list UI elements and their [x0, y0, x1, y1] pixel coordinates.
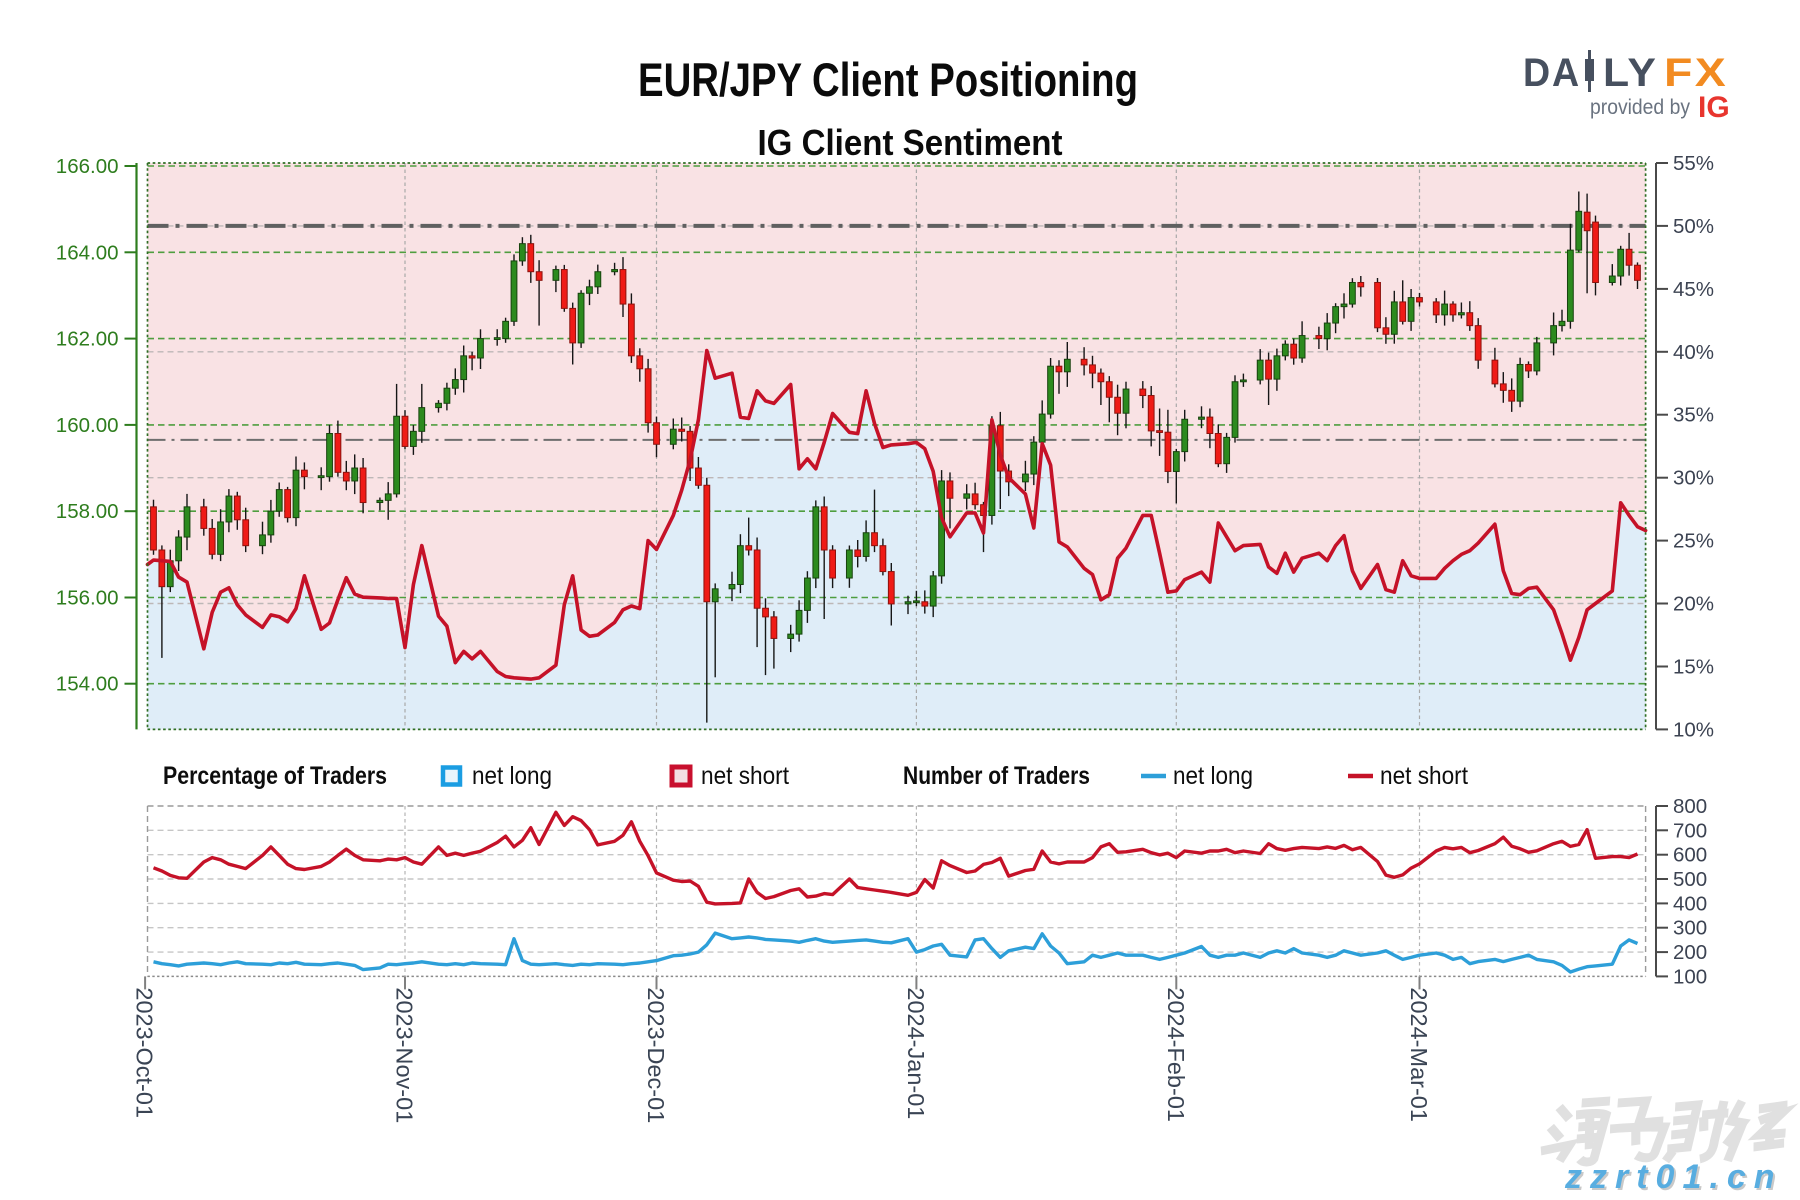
- svg-text:162.00: 162.00: [56, 328, 119, 351]
- svg-text:2023-Dec-01: 2023-Dec-01: [643, 987, 669, 1123]
- svg-text:35%: 35%: [1673, 404, 1714, 427]
- svg-text:50%: 50%: [1673, 215, 1714, 238]
- svg-text:25%: 25%: [1673, 530, 1714, 553]
- svg-text:10%: 10%: [1673, 718, 1714, 741]
- svg-text:154.00: 154.00: [56, 673, 119, 696]
- svg-text:Percentage of Traders: Percentage of Traders: [163, 762, 387, 790]
- svg-text:IG Client Sentiment: IG Client Sentiment: [758, 122, 1063, 163]
- svg-text:300: 300: [1673, 917, 1707, 940]
- svg-text:100: 100: [1673, 965, 1707, 988]
- svg-text:400: 400: [1673, 892, 1707, 915]
- svg-text:40%: 40%: [1673, 341, 1714, 364]
- svg-text:Number of Traders: Number of Traders: [903, 762, 1090, 790]
- svg-text:55%: 55%: [1673, 152, 1714, 175]
- svg-text:net short: net short: [701, 762, 789, 790]
- svg-text:45%: 45%: [1673, 278, 1714, 301]
- svg-text:156.00: 156.00: [56, 587, 119, 610]
- svg-text:500: 500: [1673, 868, 1707, 891]
- svg-text:EUR/JPY Client Positioning: EUR/JPY Client Positioning: [638, 53, 1138, 106]
- svg-text:2024-Mar-01: 2024-Mar-01: [1406, 987, 1432, 1122]
- svg-text:200: 200: [1673, 941, 1707, 964]
- svg-text:DA: DA: [1523, 51, 1581, 95]
- svg-text:800: 800: [1673, 795, 1707, 818]
- svg-text:net long: net long: [1173, 762, 1253, 790]
- svg-text:provided by: provided by: [1590, 96, 1690, 119]
- svg-text:net short: net short: [1380, 762, 1468, 790]
- svg-text:160.00: 160.00: [56, 414, 119, 437]
- svg-text:2023-Oct-01: 2023-Oct-01: [132, 987, 158, 1118]
- svg-text:2024-Feb-01: 2024-Feb-01: [1163, 987, 1189, 1122]
- svg-text:zzrt01.cn: zzrt01.cn: [1564, 1158, 1783, 1196]
- svg-text:IG: IG: [1698, 91, 1730, 124]
- svg-text:LY: LY: [1603, 51, 1658, 95]
- svg-text:166.00: 166.00: [56, 155, 119, 178]
- svg-text:158.00: 158.00: [56, 500, 119, 523]
- svg-text:2023-Nov-01: 2023-Nov-01: [392, 987, 418, 1123]
- svg-text:600: 600: [1673, 844, 1707, 867]
- svg-text:30%: 30%: [1673, 467, 1714, 490]
- svg-text:2024-Jan-01: 2024-Jan-01: [903, 987, 929, 1119]
- svg-text:FX: FX: [1664, 51, 1728, 95]
- svg-text:20%: 20%: [1673, 593, 1714, 616]
- svg-text:net long: net long: [472, 762, 552, 790]
- svg-text:700: 700: [1673, 819, 1707, 842]
- svg-text:zzrt01.cn: zzrt01.cn: [1566, 1160, 1785, 1198]
- svg-text:164.00: 164.00: [56, 241, 119, 264]
- svg-text:15%: 15%: [1673, 656, 1714, 679]
